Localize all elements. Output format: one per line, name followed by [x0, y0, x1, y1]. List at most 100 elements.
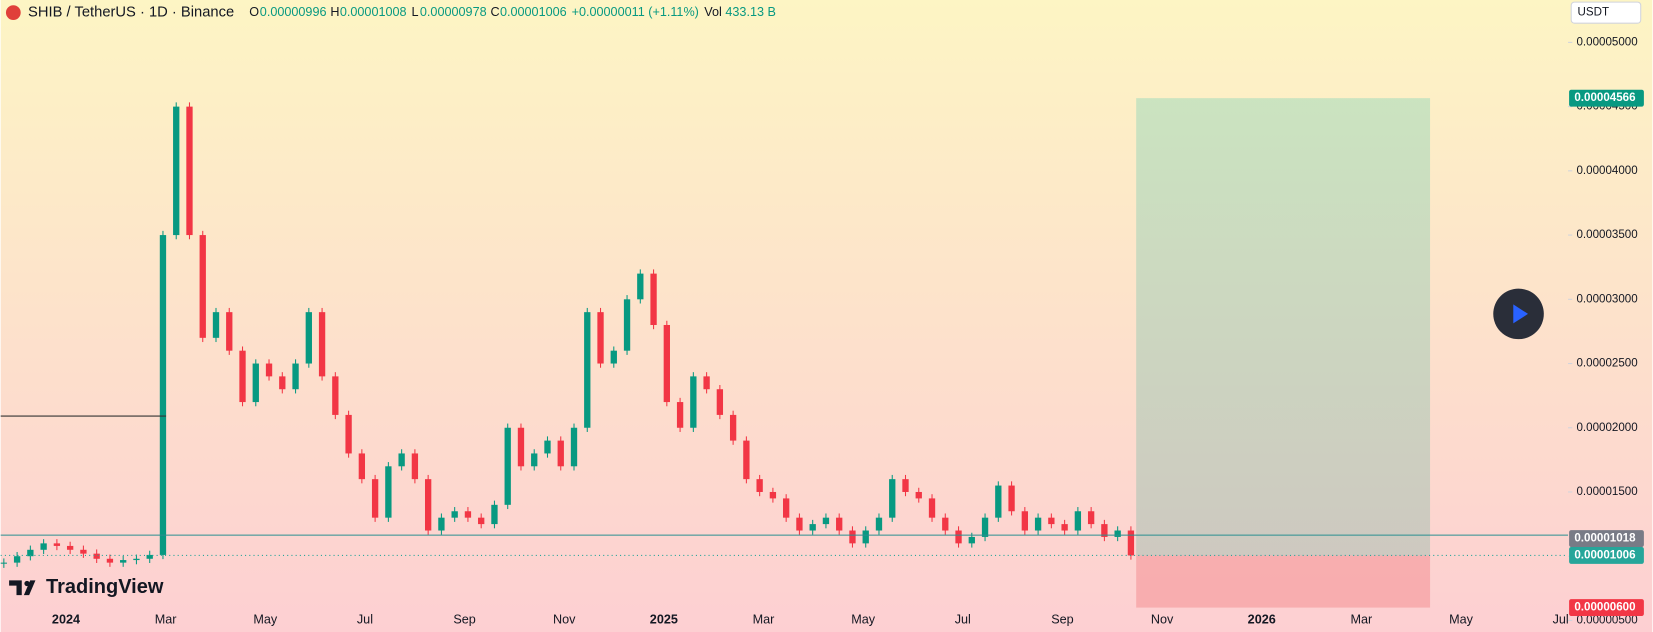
candle [783, 498, 790, 518]
candle [1087, 511, 1095, 525]
candle [809, 524, 816, 531]
candle [1074, 511, 1082, 531]
candle [849, 530, 856, 544]
candle [120, 560, 127, 563]
price-tag-label: 0.00000600 [1574, 602, 1635, 614]
header: SHIB / TetherUS · 1D · Binance O 0.00000… [5, 5, 776, 21]
candle [597, 312, 604, 364]
x-tick-label: Nov [553, 613, 576, 627]
logo-icon [24, 580, 30, 587]
candle [663, 324, 670, 403]
candle [279, 376, 286, 390]
candle [239, 350, 246, 403]
candle [199, 235, 206, 338]
price-tag [1569, 530, 1644, 548]
candle [398, 453, 405, 467]
x-tick-label: 2026 [1248, 613, 1276, 627]
play-icon[interactable] [1513, 304, 1529, 324]
price-tag-label: 0.00004566 [1574, 92, 1636, 104]
price-tag-label: 0.00001018 [1574, 533, 1636, 545]
candle [66, 545, 74, 550]
x-tick-label: Sep [453, 613, 475, 627]
candle [570, 427, 578, 467]
change-value: +0.00000011 (+1.11%) [572, 5, 699, 19]
candle [637, 273, 644, 300]
candle [517, 427, 525, 467]
candle [915, 491, 922, 499]
candle [133, 558, 140, 561]
candle [928, 498, 936, 518]
x-tick-label: 2025 [650, 613, 678, 627]
candle [1061, 524, 1068, 531]
candle [146, 554, 153, 559]
candle [371, 479, 379, 518]
plot-area [0, 98, 1569, 608]
candle [822, 517, 830, 525]
candle [305, 312, 312, 364]
candle [716, 389, 724, 415]
price-tag-label: 0.00001006 [1574, 550, 1636, 562]
candle [1048, 517, 1055, 525]
candle [1114, 530, 1121, 537]
candle [53, 543, 61, 546]
candle [676, 402, 684, 428]
candle [411, 453, 419, 480]
candle [650, 273, 657, 325]
candle [1034, 517, 1042, 531]
candle [265, 363, 273, 377]
candle [623, 299, 631, 351]
candle [226, 312, 233, 351]
x-tick-label: 2024 [52, 613, 80, 627]
close-label: C [490, 5, 499, 19]
candle [889, 479, 896, 518]
open-label: O [249, 5, 259, 19]
candle [729, 414, 737, 441]
symbol-title: SHIB / TetherUS · 1D · Binance [28, 5, 234, 21]
candle [875, 517, 883, 531]
candle [0, 562, 8, 564]
x-tick-label: Mar [753, 613, 775, 627]
candle [1101, 524, 1108, 537]
candle [491, 504, 498, 525]
candle [544, 440, 551, 454]
x-tick-label: Jul [1553, 613, 1569, 627]
candle [451, 511, 458, 518]
candle [93, 553, 100, 559]
profit-zone [1136, 98, 1431, 556]
x-tick-label: Nov [1151, 613, 1174, 627]
y-tick-label: 0.00005000 [1576, 36, 1637, 48]
y-tick-label: 0.00002000 [1576, 422, 1637, 434]
candle [385, 466, 392, 518]
candle [557, 440, 564, 467]
candle [902, 479, 909, 492]
candle [345, 414, 352, 454]
candle [610, 350, 617, 364]
y-tick-label: 0.00003500 [1576, 229, 1637, 241]
candle [159, 235, 167, 555]
x-tick-label: Sep [1051, 613, 1073, 627]
candle [703, 376, 710, 390]
candle [106, 558, 114, 563]
candle [212, 312, 220, 338]
candle [40, 543, 47, 550]
candle [942, 517, 949, 531]
high-label: H [330, 5, 339, 19]
currency-label[interactable]: USDT [1578, 7, 1610, 19]
price-tag [1569, 599, 1644, 617]
x-tick-label: Mar [155, 613, 177, 627]
candle [13, 556, 21, 563]
candle [769, 491, 777, 499]
currency-box[interactable] [1570, 1, 1642, 24]
candle [358, 453, 366, 480]
open-value: 0.00000996 [260, 5, 327, 19]
x-tick-label: Mar [1351, 613, 1373, 627]
low-label: L [411, 5, 418, 19]
candle [318, 312, 326, 377]
candle [27, 549, 34, 557]
y-tick-label: 0.00002500 [1576, 358, 1637, 370]
candle [995, 485, 1002, 518]
y-tick-label: 0.00003000 [1576, 293, 1637, 305]
candle [531, 453, 538, 467]
